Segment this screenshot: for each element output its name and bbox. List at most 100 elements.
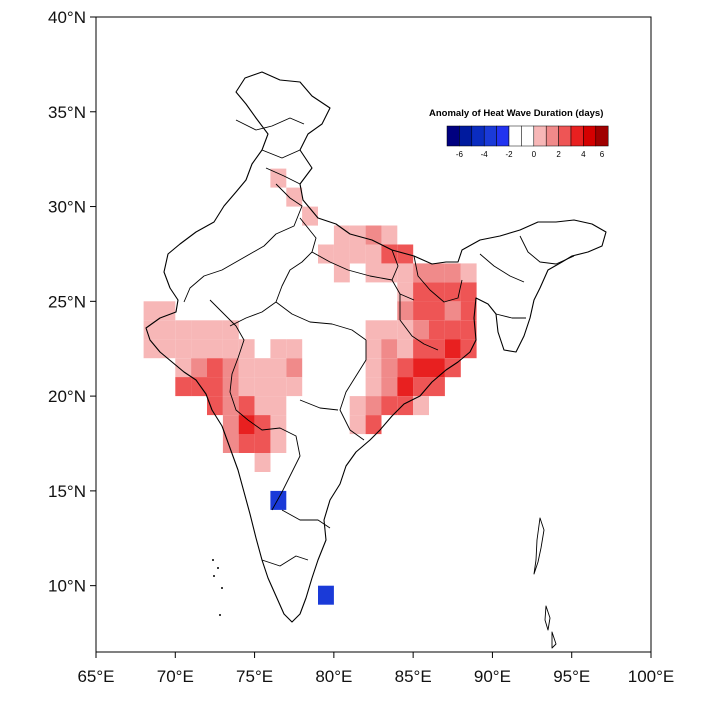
legend-swatch: [595, 125, 609, 147]
grid-cell: [238, 434, 255, 453]
grid-cell: [429, 358, 445, 378]
grid-cell: [318, 585, 334, 605]
grid-cell: [397, 282, 414, 302]
grid-cell: [207, 358, 223, 378]
grid-cell: [143, 320, 160, 340]
grid-cell: [286, 339, 303, 359]
grid-cell: [270, 490, 287, 510]
grid-cell: [413, 282, 429, 302]
legend-swatch: [446, 125, 460, 147]
grid-cell: [413, 396, 429, 416]
legend-title: Anomaly of Heat Wave Duration (days): [429, 108, 603, 119]
lon-tick-label: 65°E: [77, 667, 114, 686]
grid-cell: [254, 415, 271, 435]
india-outline: [145, 71, 607, 623]
grid-cell: [333, 244, 350, 264]
grid-cell: [270, 339, 287, 359]
legend-label: 6: [600, 150, 605, 159]
legend-swatch: [545, 125, 559, 147]
grid-cell: [460, 263, 477, 283]
grid-cell: [175, 358, 192, 378]
grid-cell: [175, 377, 192, 397]
grid-cell: [397, 263, 414, 283]
state-lines: [183, 117, 575, 567]
grid-cell: [349, 396, 366, 416]
grid-cell: [460, 320, 477, 340]
grid-cell: [444, 263, 461, 283]
legend-labels: -6 -4 -2 0 2 4 6: [456, 150, 605, 159]
grid-cell: [222, 358, 239, 378]
longitude-axis: 65°E 70°E 75°E 80°E 85°E 90°E 95°E 100°E: [77, 652, 674, 686]
lon-tick-label: 95°E: [553, 667, 590, 686]
legend-label: 2: [556, 150, 561, 159]
lat-tick-label: 40°N: [48, 8, 86, 27]
grid-cell: [333, 263, 350, 283]
grid-cell: [270, 358, 287, 378]
legend-label: 4: [581, 150, 586, 159]
grid-cell: [270, 415, 287, 435]
legend-swatch: [533, 125, 547, 147]
grid-cell: [286, 187, 303, 207]
grid-cell: [444, 320, 461, 340]
grid-cell: [429, 339, 445, 359]
grid-cell: [238, 358, 255, 378]
grid-cell: [143, 339, 160, 359]
grid-cell: [349, 225, 366, 245]
lon-tick-label: 100°E: [628, 667, 675, 686]
grid-cell: [254, 377, 271, 397]
grid-cell: [381, 339, 398, 359]
grid-cell: [270, 396, 287, 416]
lon-tick-label: 80°E: [315, 667, 352, 686]
legend: Anomaly of Heat Wave Duration (days) -6-…: [429, 108, 609, 159]
lat-tick-label: 20°N: [48, 387, 86, 406]
grid-cell: [460, 282, 477, 302]
grid-cell: [429, 377, 445, 397]
legend-swatch: [471, 125, 485, 147]
lakshadweep-islands: [212, 559, 223, 616]
grid-cell: [397, 301, 414, 321]
lon-tick-label: 75°E: [236, 667, 273, 686]
grid-cell: [365, 377, 382, 397]
grid-cell: [222, 339, 239, 359]
grid-cell: [460, 339, 477, 359]
grid-cell: [381, 320, 398, 340]
grid-cell: [254, 396, 271, 416]
grid-cell: [413, 301, 429, 321]
grid-cell: [381, 244, 398, 264]
country-boundaries: [145, 71, 607, 649]
legend-swatch: [558, 125, 572, 147]
grid-cell: [365, 396, 382, 416]
grid-cell: [413, 377, 429, 397]
grid-cell: [381, 396, 398, 416]
grid-cell: [222, 396, 239, 416]
grid-cell: [191, 320, 207, 340]
lon-tick-label: 85°E: [395, 667, 432, 686]
grid-cell: [397, 396, 414, 416]
legend-label: -4: [481, 150, 489, 159]
grid-cell: [159, 320, 176, 340]
legend-label: 0: [532, 150, 537, 159]
legend-swatch: [459, 125, 473, 147]
grid-cell: [429, 263, 445, 283]
grid-cell: [349, 244, 366, 264]
grid-cell: [460, 301, 477, 321]
grid-cell: [270, 168, 287, 188]
grid-cell: [238, 415, 255, 435]
grid-cell: [238, 396, 255, 416]
andaman-islands: [533, 517, 557, 649]
grid-cell: [365, 225, 382, 245]
lat-tick-label: 30°N: [48, 198, 86, 217]
grid-cell: [207, 396, 223, 416]
grid-cell: [413, 320, 429, 340]
grid-cell: [302, 206, 318, 226]
legend-swatch: [496, 125, 510, 147]
grid-cell: [175, 320, 192, 340]
grid-cell: [254, 453, 271, 472]
grid-cell: [397, 377, 414, 397]
grid-cell: [381, 358, 398, 378]
legend-swatch: [483, 125, 497, 147]
grid-cell: [143, 301, 160, 321]
grid-cell: [159, 339, 176, 359]
grid-cell: [444, 301, 461, 321]
grid-cell: [365, 358, 382, 378]
